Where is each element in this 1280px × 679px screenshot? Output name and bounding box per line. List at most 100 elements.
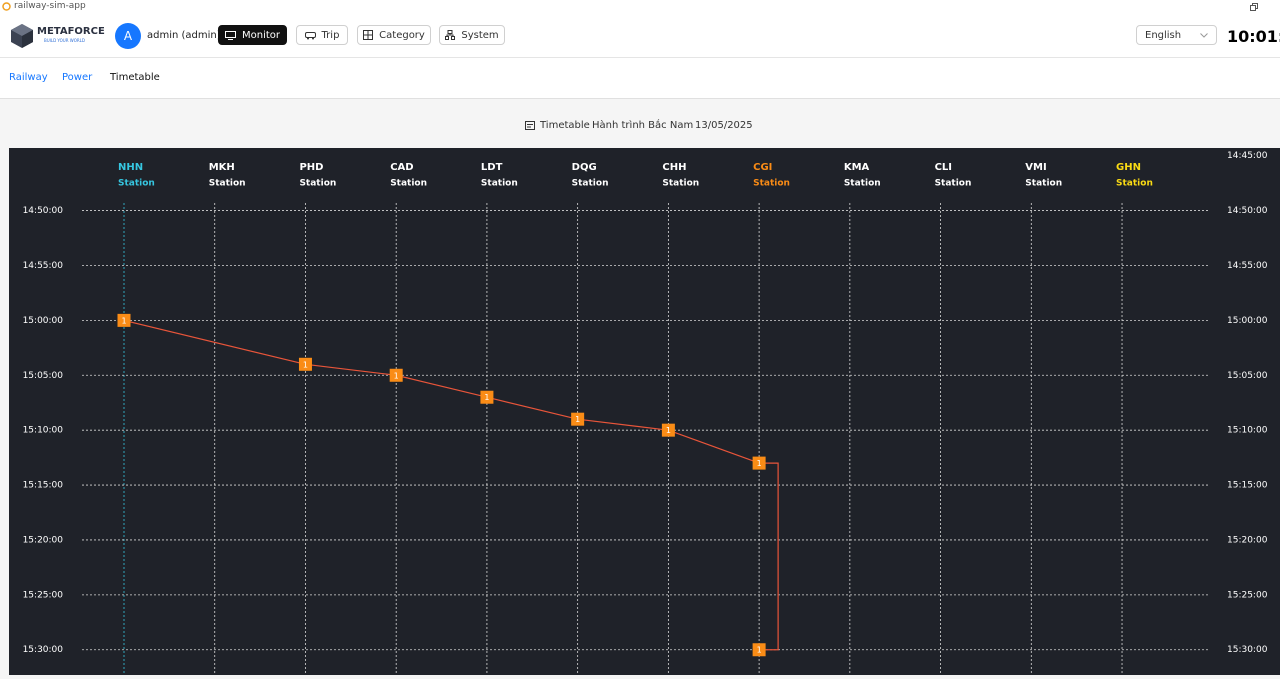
y-tick-label: 15:30:00 bbox=[23, 645, 64, 655]
nav-label: Category bbox=[379, 29, 425, 41]
station-sublabel: Station bbox=[753, 179, 790, 189]
train-path bbox=[123, 319, 306, 365]
y2-tick-label: 15:00:00 bbox=[1227, 316, 1268, 326]
station-sublabel: Station bbox=[844, 179, 881, 189]
y-tick-label: 14:55:00 bbox=[23, 261, 64, 271]
train-label: 1 bbox=[575, 415, 580, 424]
logo-tagline: BUILD YOUR WORLD bbox=[44, 38, 85, 43]
train-path bbox=[577, 418, 669, 431]
stop-marker bbox=[752, 643, 766, 657]
y2-tick-label: 15:15:00 bbox=[1227, 481, 1268, 491]
station-code: NHN bbox=[118, 162, 143, 173]
station-code: KMA bbox=[844, 162, 870, 173]
y2-tick-label: 15:10:00 bbox=[1227, 426, 1268, 436]
system-icon bbox=[445, 30, 456, 40]
user-name[interactable]: admin (admin) bbox=[147, 30, 221, 41]
timetable-icon bbox=[525, 121, 535, 130]
stop-marker bbox=[752, 456, 766, 470]
station-sublabel: Station bbox=[572, 179, 609, 189]
train-path bbox=[668, 429, 760, 464]
nav-label: Trip bbox=[321, 29, 340, 41]
station-code: VMI bbox=[1025, 162, 1046, 173]
station-sublabel: Station bbox=[390, 179, 427, 189]
window-title: railway-sim-app bbox=[14, 1, 86, 11]
train-label: 1 bbox=[484, 393, 489, 402]
nav-trip[interactable]: Trip bbox=[296, 25, 348, 45]
stop-marker bbox=[298, 357, 312, 371]
station-sublabel: Station bbox=[1116, 179, 1153, 189]
tab-power[interactable]: Power bbox=[62, 72, 93, 83]
route-name: Hành trình Bắc Nam bbox=[592, 120, 694, 131]
nav-label: System bbox=[461, 29, 499, 41]
station-code: CLI bbox=[935, 162, 952, 173]
language-select[interactable]: English bbox=[1136, 25, 1217, 45]
y-tick-label: 15:25:00 bbox=[23, 590, 64, 600]
station-sublabel: Station bbox=[299, 179, 336, 189]
nav-category[interactable]: Category bbox=[357, 25, 431, 45]
stop-marker bbox=[571, 412, 585, 426]
y2-tick-label: 15:05:00 bbox=[1227, 371, 1268, 381]
nav-monitor[interactable]: Monitor bbox=[218, 25, 287, 45]
y-tick-label: 14:50:00 bbox=[23, 206, 64, 216]
logo-mark bbox=[11, 24, 33, 48]
stop-marker bbox=[117, 313, 131, 327]
language-value: English bbox=[1145, 29, 1182, 41]
station-sublabel: Station bbox=[209, 179, 246, 189]
station-sublabel: Station bbox=[118, 179, 155, 189]
title-bar: railway-sim-app bbox=[0, 0, 1280, 15]
station-code: CGI bbox=[753, 162, 772, 173]
date: 13/05/2025 bbox=[695, 120, 753, 131]
y-tick-label: 15:15:00 bbox=[23, 481, 64, 491]
y-tick-label: 15:10:00 bbox=[23, 426, 64, 436]
station-code: MKH bbox=[209, 162, 235, 173]
category-icon bbox=[363, 30, 374, 40]
trip-icon bbox=[304, 31, 316, 39]
train-label: 1 bbox=[394, 371, 399, 380]
nav-system[interactable]: System bbox=[439, 25, 505, 45]
app-icon bbox=[2, 2, 11, 11]
y2-tick-label: 15:25:00 bbox=[1227, 590, 1268, 600]
y-tick-label: 15:05:00 bbox=[23, 371, 64, 381]
y2-tick-label: 15:20:00 bbox=[1227, 535, 1268, 545]
y-tick-label: 15:20:00 bbox=[23, 535, 64, 545]
train-path bbox=[305, 363, 397, 376]
restore-icon[interactable] bbox=[1250, 3, 1258, 11]
timetable-info: Timetable Hành trình Bắc Nam 13/05/2025 bbox=[0, 118, 1280, 134]
y2-tick-label: 14:45:00 bbox=[1227, 151, 1268, 161]
station-code: LDT bbox=[481, 162, 503, 173]
y2-tick-label: 14:50:00 bbox=[1227, 206, 1268, 216]
train-label: 1 bbox=[757, 459, 762, 468]
monitor-icon bbox=[224, 30, 236, 40]
sub-tabs: Railway Power Timetable bbox=[0, 58, 1280, 99]
station-sublabel: Station bbox=[1025, 179, 1062, 189]
y2-tick-label: 15:30:00 bbox=[1227, 645, 1268, 655]
station-sublabel: Station bbox=[935, 179, 972, 189]
station-code: CAD bbox=[390, 162, 413, 173]
station-sublabel: Station bbox=[662, 179, 699, 189]
info-label: Timetable bbox=[540, 120, 590, 131]
train-label: 1 bbox=[757, 646, 762, 655]
train-path bbox=[396, 374, 488, 398]
header: METAFORCE BUILD YOUR WORLD A admin (admi… bbox=[0, 15, 1280, 58]
station-sublabel: Station bbox=[481, 179, 518, 189]
train-path bbox=[759, 462, 779, 651]
timetable-chart: NHN Station MKH Station PHD Station CAD Station… bbox=[23, 151, 1268, 675]
y2-tick-label: 14:55:00 bbox=[1227, 261, 1268, 271]
stop-marker bbox=[480, 390, 494, 404]
station-code: PHD bbox=[299, 162, 323, 173]
dropdown-arrow bbox=[1200, 32, 1208, 38]
train-path bbox=[486, 396, 578, 420]
station-code: CHH bbox=[662, 162, 686, 173]
stop-marker bbox=[661, 423, 675, 437]
y-tick-label: 15:00:00 bbox=[23, 316, 64, 326]
tab-railway[interactable]: Railway bbox=[9, 72, 48, 83]
clock: 10:01:1 bbox=[1227, 27, 1280, 46]
nav-label: Monitor bbox=[241, 29, 280, 41]
station-code: DQG bbox=[572, 162, 597, 173]
stop-marker bbox=[389, 368, 403, 382]
train-label: 1 bbox=[121, 316, 126, 325]
station-code: GHN bbox=[1116, 162, 1141, 173]
avatar[interactable]: A bbox=[115, 23, 141, 49]
tab-timetable[interactable]: Timetable bbox=[110, 72, 160, 83]
train-label: 1 bbox=[303, 360, 308, 369]
